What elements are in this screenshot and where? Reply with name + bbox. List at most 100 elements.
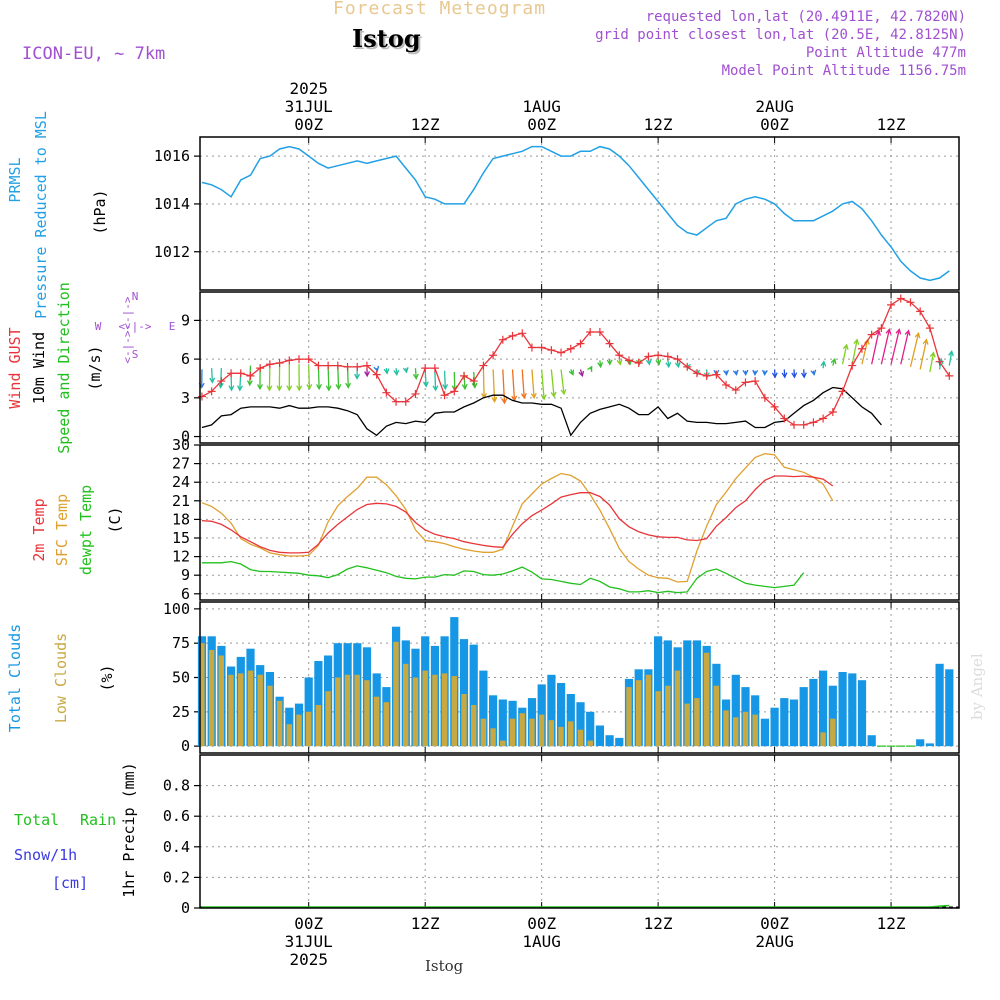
total-cloud-bar bbox=[605, 735, 614, 747]
bottom-time-label: 00Z bbox=[294, 914, 323, 933]
wind-direction-arrow bbox=[402, 367, 409, 374]
total-cloud-bar bbox=[498, 699, 507, 747]
low-cloud-bar bbox=[199, 643, 205, 747]
low-cloud-bar bbox=[723, 710, 729, 747]
wind-direction-arrow bbox=[929, 351, 936, 373]
wind-arrow-shaft bbox=[521, 369, 525, 398]
wind-direction-arrow bbox=[606, 359, 613, 366]
low-cloud-bar bbox=[509, 718, 516, 747]
precip-ylabel: 1hr Precip (mm) bbox=[120, 762, 138, 897]
wind-gust-marker bbox=[654, 351, 663, 360]
wind-arrow-head bbox=[412, 373, 419, 380]
wind-gust-marker bbox=[848, 361, 857, 370]
t2m-label: 2m Temp bbox=[30, 498, 48, 561]
wind-arrow-shaft bbox=[851, 339, 858, 365]
low-cloud-bar bbox=[373, 696, 380, 747]
total-cloud-bar bbox=[935, 663, 944, 747]
low-cloud-bar bbox=[713, 685, 719, 747]
y-tick-label: 18 bbox=[172, 510, 190, 528]
wind-arrow-head bbox=[296, 385, 303, 392]
wind-gust-marker bbox=[527, 343, 536, 352]
wind-arrow-head bbox=[560, 389, 567, 396]
compass-v-arrow-bottom: <-|-> bbox=[121, 330, 134, 363]
low-cloud-bar bbox=[315, 705, 322, 747]
wind-gust-marker bbox=[197, 392, 206, 401]
total-cloud-bar bbox=[760, 718, 769, 747]
low-cloud-bar bbox=[684, 703, 690, 747]
wind-gust-marker bbox=[741, 378, 750, 387]
wind-arrow-head bbox=[723, 369, 729, 376]
wind-arrow-head bbox=[655, 359, 662, 366]
compass-w: W bbox=[95, 320, 102, 333]
low-cloud-bar bbox=[451, 676, 457, 747]
wind-gust-marker bbox=[576, 339, 585, 348]
low-cloud-bar bbox=[674, 670, 681, 747]
y-tick-label: 50 bbox=[172, 669, 190, 687]
wind-arrow-head bbox=[237, 385, 243, 392]
low-cloud-bar bbox=[694, 698, 700, 747]
wind-gust-marker bbox=[421, 364, 430, 373]
point-altitude: Point Altitude 477m bbox=[805, 45, 966, 61]
total-cloud-bar bbox=[479, 670, 488, 747]
wind-direction-arrow bbox=[530, 369, 537, 400]
y-tick-label: 1014 bbox=[154, 195, 190, 213]
bottom-time-label: 12Z bbox=[411, 914, 440, 933]
wind-gust-marker bbox=[712, 370, 721, 379]
wind-direction-arrow bbox=[560, 369, 567, 396]
wind-arrow-head bbox=[929, 351, 936, 358]
wind-direction-arrow bbox=[900, 329, 911, 365]
wind-gust-marker bbox=[227, 369, 236, 378]
wind-gust-marker bbox=[537, 343, 546, 352]
wind-direction-arrow bbox=[723, 369, 729, 376]
wind-gust-marker bbox=[353, 362, 362, 371]
wind-arrow-head bbox=[820, 360, 827, 367]
top-time-label: 12Z bbox=[411, 115, 440, 134]
wind-direction-arrow bbox=[890, 328, 902, 365]
wind-gust-marker bbox=[343, 362, 352, 371]
wind-arrow-head bbox=[540, 394, 547, 401]
wind-dir-label: Speed and Direction bbox=[55, 282, 73, 454]
wind-arrow-head bbox=[520, 393, 527, 400]
y-tick-label: 0.4 bbox=[163, 838, 190, 856]
low-cloud-bar bbox=[296, 714, 302, 747]
wind-arrow-shaft bbox=[531, 369, 535, 398]
wind-gust-marker bbox=[566, 344, 575, 353]
wind-arrow-shaft bbox=[919, 339, 928, 370]
y-tick-label: 3 bbox=[181, 389, 190, 407]
total-cloud-bar bbox=[925, 743, 934, 747]
low-cloud-bar bbox=[393, 641, 399, 747]
wind-direction-arrow bbox=[325, 365, 332, 392]
wind-gust-marker bbox=[605, 339, 614, 348]
wind-direction-arrow bbox=[781, 369, 788, 379]
wind-direction-arrow bbox=[841, 343, 849, 365]
wind-gust-marker bbox=[508, 331, 517, 340]
total-cloud-bar bbox=[838, 672, 847, 747]
y-tick-label: 100 bbox=[163, 600, 190, 618]
wind-gust-marker bbox=[819, 414, 828, 423]
wind-arrow-head bbox=[530, 393, 537, 400]
low-cloud-bar bbox=[519, 713, 525, 747]
y-tick-label: 9 bbox=[181, 566, 190, 584]
wind-arrow-head bbox=[853, 338, 860, 345]
wind-arrow-shaft bbox=[414, 368, 417, 379]
panel-frame bbox=[199, 136, 960, 291]
wind-direction-arrow bbox=[771, 369, 778, 379]
total-cloud-bar bbox=[828, 685, 837, 747]
dewpt-label: dewpt Temp bbox=[77, 485, 95, 575]
wind-direction-arrow bbox=[393, 368, 400, 376]
wind-arrow-head bbox=[383, 368, 390, 375]
wind-gust-marker bbox=[557, 348, 566, 357]
compass-s: S bbox=[132, 348, 139, 361]
wind-gust-marker bbox=[401, 397, 410, 406]
wind-arrow-shaft bbox=[210, 368, 214, 383]
wind-arrow-head bbox=[800, 372, 807, 379]
wind-direction-arrow bbox=[578, 369, 585, 378]
low-cloud-bar bbox=[471, 705, 477, 747]
low-cloud-bar bbox=[422, 670, 428, 747]
wind-gust-marker bbox=[372, 370, 381, 379]
temp-ylabel: (C) bbox=[106, 506, 124, 533]
wind-arrow-head bbox=[904, 329, 911, 336]
wind-direction-arrow bbox=[286, 364, 293, 392]
